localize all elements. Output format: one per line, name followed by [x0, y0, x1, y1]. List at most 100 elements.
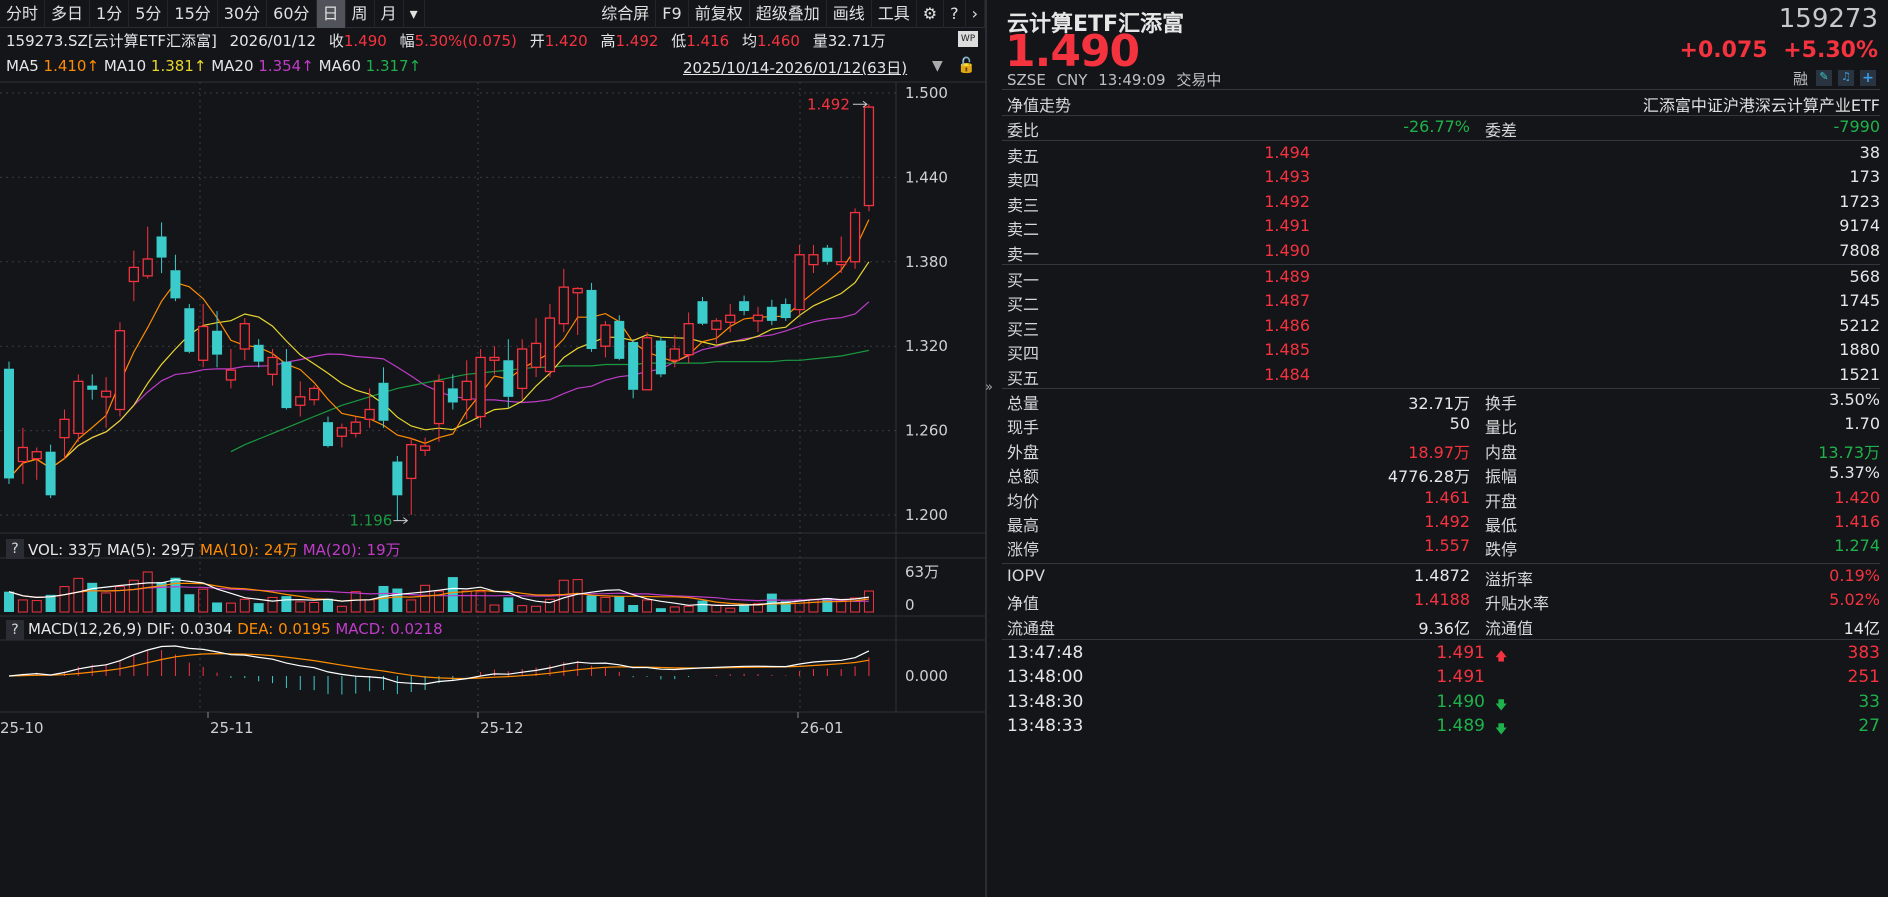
macd-dea: DEA: 0.0195: [237, 620, 331, 638]
tick-volume: 27: [1858, 716, 1880, 737]
date-range-selector[interactable]: 2025/10/14-2026/01/12(63日): [683, 59, 908, 77]
macd-help-button[interactable]: ?: [6, 620, 24, 640]
candle-body: [100, 390, 112, 398]
bid-price: 1.486: [1264, 315, 1310, 335]
volume-bar: [309, 601, 320, 613]
tick-time: 13:48:30: [1007, 691, 1084, 712]
security-code: 159273.SZ[云计算ETF汇添富]: [6, 32, 217, 50]
stat-value: 32.71万: [1408, 394, 1470, 413]
kline-chart[interactable]: 1.500 1.440 1.380 1.320 1.260 1.200 25-10 25-11…: [0, 0, 985, 897]
period-tab[interactable]: 月: [375, 0, 404, 28]
high-marker-arrow: [852, 100, 868, 108]
candle-body: [184, 308, 195, 352]
data-row: 13:48:33 1.489 🡇 27: [1007, 716, 1880, 740]
period-tab[interactable]: 30分: [218, 0, 268, 28]
candle-body: [198, 325, 209, 361]
stat-label: 现手: [1007, 418, 1040, 438]
vol-ma20: MA(20): 19万: [302, 541, 401, 559]
weibi-row: 委比 -26.77% 委差 -7990: [1007, 117, 1880, 141]
candle-body: [73, 380, 84, 435]
tool-button[interactable]: 画线: [827, 0, 872, 28]
help-icon[interactable]: ?: [944, 0, 966, 28]
wp-icon[interactable]: WP: [958, 31, 978, 47]
data-row: IOPV 1.4872 溢折率 0.19%: [1007, 566, 1880, 590]
volume-bar: [350, 591, 361, 613]
expand-panel-icon[interactable]: »: [985, 380, 993, 395]
ask-level: 卖三: [1007, 195, 1040, 215]
data-row: 买四 1.485 1880: [1007, 340, 1880, 364]
period-tab[interactable]: 周: [346, 0, 375, 28]
candle-body: [156, 236, 167, 258]
arrow-down-icon: 🡇: [1495, 697, 1508, 712]
bid-level: 买五: [1007, 368, 1040, 388]
bid-volume: 1521: [1839, 364, 1880, 384]
quote-info-bar: 159273.SZ[云计算ETF汇添富] 2026/01/12 收1.490 幅…: [6, 30, 894, 51]
volume-bar: [128, 579, 139, 613]
candle-body: [4, 368, 14, 479]
stat-value: 1.557: [1424, 536, 1470, 556]
period-tab[interactable]: 日: [316, 0, 346, 28]
volume-bar: [184, 594, 195, 612]
add-icon[interactable]: +: [1860, 70, 1876, 86]
period-tab[interactable]: 5分: [129, 0, 169, 28]
period-tab[interactable]: 1分: [90, 0, 130, 28]
candle-body: [267, 356, 278, 375]
tool-button[interactable]: 综合屏: [595, 0, 657, 28]
gear-icon[interactable]: ⚙: [917, 0, 945, 28]
macd-zero-label: 0.000: [905, 667, 948, 685]
tool-button[interactable]: 超级叠加: [750, 0, 827, 28]
dropdown-triangle-icon[interactable]: ▼: [932, 58, 943, 74]
period-tab[interactable]: 60分: [267, 0, 317, 28]
volume-bar: [517, 605, 528, 613]
next-icon[interactable]: ›: [966, 0, 985, 28]
ask-volume: 38: [1859, 143, 1880, 162]
market-status: SZSE CNY 13:49:09 交易中: [1007, 69, 1221, 90]
bell-icon[interactable]: ♫: [1838, 70, 1854, 86]
nav-trend-row[interactable]: 净值走势 汇添富中证沪港深云计算产业ETF: [1007, 92, 1880, 116]
stat-value: 4776.28万: [1387, 467, 1470, 487]
macd-name: MACD(12,26,9): [28, 620, 142, 638]
ma5-value: 1.410↑: [43, 57, 100, 75]
close-value: 1.490: [343, 32, 387, 50]
vol-help-button[interactable]: ?: [6, 539, 24, 559]
tool-button[interactable]: 工具: [872, 0, 917, 28]
volume-bar: [683, 605, 694, 613]
candle-body: [628, 341, 639, 390]
low-price-marker: 1.196: [349, 512, 392, 530]
volume-label: 量: [812, 32, 828, 50]
lock-icon[interactable]: 🔓: [957, 56, 976, 74]
candle-body: [461, 380, 472, 401]
volume-value: 32.71万: [827, 32, 886, 50]
volume-bar: [59, 586, 70, 613]
period-tab[interactable]: 多日: [45, 0, 91, 28]
arrow-down-icon: 🡇: [1495, 722, 1508, 737]
period-tab[interactable]: 15分: [168, 0, 218, 28]
tool-button[interactable]: F9: [656, 0, 689, 28]
vol-max-label: 63万: [905, 563, 939, 581]
candle-body: [212, 330, 223, 355]
price-tick-label: 1.200: [905, 506, 948, 524]
candle-body: [600, 324, 611, 347]
tool-button[interactable]: 前复权: [689, 0, 750, 28]
period-tab[interactable]: 分时: [0, 0, 46, 28]
more-periods-dropdown-icon[interactable]: ▾: [404, 0, 425, 28]
stat-label: 最高: [1007, 516, 1040, 535]
volume-bar: [142, 571, 153, 613]
data-row: 卖四 1.493 173: [1007, 167, 1880, 191]
price-tick-label: 1.320: [905, 337, 948, 355]
candle-body: [697, 301, 708, 324]
candle-body: [170, 270, 181, 299]
volume-bar: [392, 588, 403, 612]
volume-bar: [752, 603, 763, 613]
edit-icon[interactable]: ✎: [1816, 70, 1832, 86]
price-tick-label: 1.440: [905, 168, 948, 186]
volume-bar: [225, 602, 236, 613]
etf-label: 升贴水率: [1485, 594, 1550, 614]
bid-price: 1.485: [1264, 340, 1310, 360]
vol-ma10-line: [8, 582, 869, 606]
candle-body: [17, 446, 29, 463]
etf-label: 流通盘: [1007, 618, 1056, 638]
volume-bar: [4, 591, 14, 612]
stat-label: 内盘: [1485, 442, 1518, 462]
etf-value: 1.4872: [1414, 566, 1470, 585]
